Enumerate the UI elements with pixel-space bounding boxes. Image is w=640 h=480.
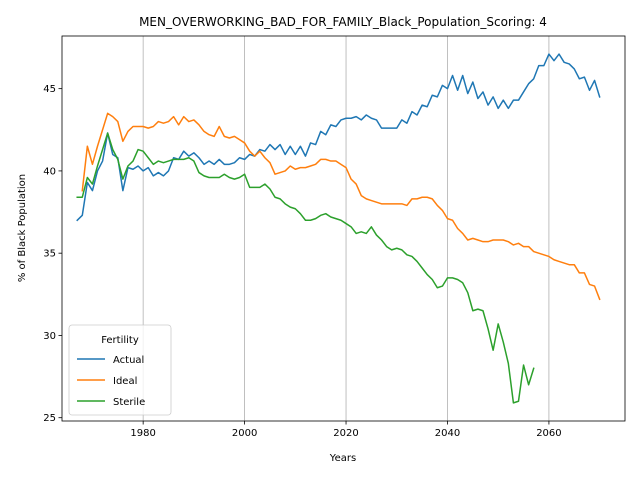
x-tick-label-2000: 2000 [232,428,257,439]
y-tick-label-40: 40 [43,166,56,177]
x-tick-label-2040: 2040 [435,428,460,439]
series-line-actual [76,53,601,222]
gridlines [142,36,550,421]
x-axis-label: Years [329,453,356,464]
series-group [76,53,601,404]
y-tick-label-30: 30 [43,331,56,342]
legend-title: Fertility [101,335,139,346]
y-axis-label: % of Black Population [17,174,28,282]
legend-label-sterile: Sterile [113,397,145,408]
y-tick-label-45: 45 [43,84,56,95]
y-tick-label-25: 25 [43,413,56,424]
y-axis: 25 30 35 40 45 [43,84,62,424]
legend-label-ideal: Ideal [113,376,137,387]
legend: Fertility Actual Ideal Sterile [68,324,172,416]
y-tick-label-35: 35 [43,249,56,260]
chart-title: MEN_OVERWORKING_BAD_FOR_FAMILY_Black_Pop… [139,15,547,29]
plot-frame [61,35,626,422]
x-tick-label-2020: 2020 [333,428,358,439]
legend-box [68,324,172,416]
x-axis: 1980 2000 2020 2040 2060 [130,421,562,439]
series-line-sterile [76,132,535,404]
series-line-ideal [81,112,601,301]
x-tick-label-2060: 2060 [536,428,561,439]
x-tick-label-1980: 1980 [130,428,155,439]
legend-label-actual: Actual [113,355,144,366]
